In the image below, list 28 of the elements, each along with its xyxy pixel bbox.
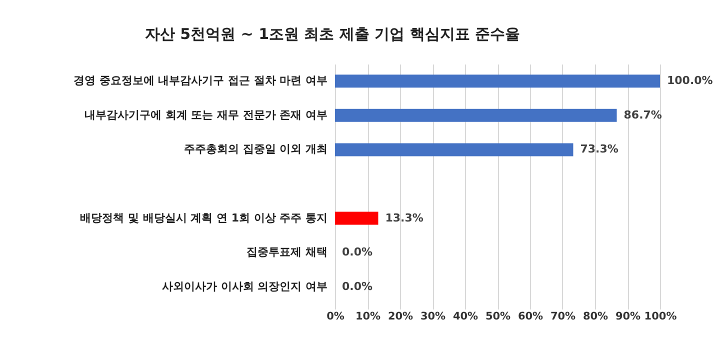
- x-tick-label: 10%: [355, 310, 382, 322]
- x-tick-label: 0%: [326, 310, 345, 322]
- x-tick-label: 80%: [582, 310, 609, 322]
- x-tick-label: 40%: [452, 310, 479, 322]
- y-tick-label: 집중투표제 채택: [246, 246, 328, 259]
- data-label: 86.7%: [624, 108, 662, 122]
- x-tick-label: 90%: [615, 310, 642, 322]
- data-label: 100.0%: [667, 74, 713, 88]
- y-tick-label: 사외이사가 이사회 의장인지 여부: [162, 280, 328, 293]
- chart-title: 자산 5천억원 ~ 1조원 최초 제출 기업 핵심지표 준수율: [144, 25, 520, 43]
- x-tick-label: 60%: [518, 310, 544, 322]
- x-tick-label: 100%: [644, 310, 678, 322]
- x-tick-label: 50%: [485, 310, 512, 322]
- y-tick-label: 배당정책 및 배당실시 계획 연 1회 이상 주주 통지: [80, 211, 328, 224]
- y-tick-label: 경영 중요정보에 내부감사기구 접근 절차 마련 여부: [74, 74, 328, 88]
- data-label: 0.0%: [342, 246, 373, 259]
- data-label: 0.0%: [342, 280, 373, 293]
- bar: [335, 108, 617, 122]
- bar: [335, 74, 660, 88]
- x-tick-label: 30%: [420, 310, 446, 322]
- bar: [335, 143, 574, 156]
- y-tick-label: 내부감사기구에 회계 또는 재무 전문가 존재 여부: [84, 108, 328, 122]
- x-tick-label: 70%: [550, 310, 576, 322]
- x-tick-label: 20%: [388, 310, 414, 322]
- data-label: 13.3%: [385, 211, 424, 224]
- bar: [335, 212, 378, 225]
- y-tick-label: 주주총회의 집중일 이외 개최: [184, 142, 328, 156]
- data-label: 73.3%: [580, 142, 618, 156]
